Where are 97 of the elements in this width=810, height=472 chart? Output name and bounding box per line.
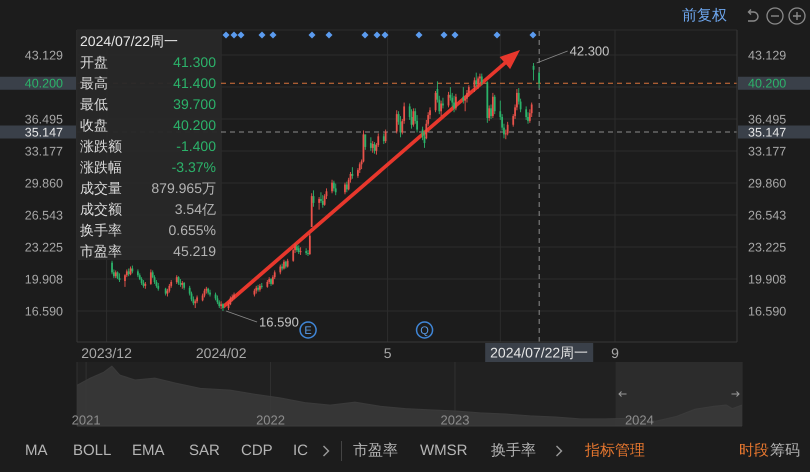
x-tick-label: 2021 bbox=[72, 412, 101, 428]
candlestick bbox=[479, 73, 481, 85]
text: 市盈率 bbox=[353, 441, 398, 461]
text: 筹码 bbox=[770, 441, 800, 461]
candlestick bbox=[455, 93, 457, 111]
ref-line-label: 40.200 bbox=[748, 76, 786, 91]
y-tick-label: 36.495 bbox=[24, 112, 64, 126]
candlestick bbox=[150, 269, 152, 286]
text: 换手率 bbox=[491, 441, 536, 461]
text: EMA bbox=[132, 441, 165, 461]
text: 40.200 bbox=[24, 76, 63, 91]
y2-tick-label: 23.225 bbox=[748, 240, 786, 254]
text: IC bbox=[293, 441, 308, 461]
y-tick-label: 33.177 bbox=[24, 144, 64, 158]
text: BOLL bbox=[73, 441, 112, 461]
x-tick-label: 5 bbox=[384, 344, 392, 361]
y-tick-label: 43.129 bbox=[24, 48, 64, 62]
candlestick bbox=[440, 100, 442, 117]
y-tick-label: 23.225 bbox=[24, 240, 64, 254]
candlestick bbox=[370, 136, 372, 152]
text: 前复权 bbox=[682, 6, 727, 26]
candlestick bbox=[331, 179, 333, 194]
x-tick-label: 2022 bbox=[256, 412, 285, 428]
annotation: -1.400 bbox=[176, 137, 216, 155]
y-tick-label: 16.590 bbox=[24, 304, 64, 318]
y2-tick-label: 36.495 bbox=[748, 112, 786, 126]
candlestick bbox=[320, 192, 322, 204]
candlestick bbox=[442, 97, 444, 109]
candlestick bbox=[532, 62, 534, 81]
annotation: 41.300 bbox=[173, 53, 216, 71]
candlestick bbox=[300, 246, 302, 256]
y2-tick-label: 19.908 bbox=[748, 272, 786, 286]
candlestick bbox=[473, 77, 476, 92]
annotation: 41.400 bbox=[173, 74, 216, 92]
candlestick bbox=[448, 91, 450, 108]
annotation: 3.54亿 bbox=[174, 200, 216, 218]
annotation: 39.700 bbox=[173, 95, 216, 113]
candlestick bbox=[111, 260, 113, 275]
x-tick-label: 9 bbox=[611, 344, 620, 361]
x-tick-label: 2024 bbox=[624, 412, 654, 428]
y-tick-label: 19.908 bbox=[24, 272, 64, 286]
y2-tick-label: 33.177 bbox=[748, 144, 786, 158]
y-tick-label: 29.860 bbox=[24, 176, 64, 190]
annotation: 最低 bbox=[80, 95, 108, 113]
candlestick bbox=[312, 190, 314, 208]
candlestick bbox=[332, 180, 335, 192]
text: CDP bbox=[241, 441, 273, 461]
candlestick bbox=[412, 108, 414, 128]
annotation: 成交量 bbox=[80, 179, 122, 197]
text: WMSR bbox=[420, 441, 468, 461]
candlestick bbox=[374, 142, 376, 154]
annotation: 成交额 bbox=[80, 200, 122, 218]
annotation: 最高 bbox=[80, 74, 108, 92]
y2-tick-label: 26.543 bbox=[748, 208, 786, 222]
text: 35.147 bbox=[24, 125, 63, 140]
annotation: 16.590 bbox=[259, 314, 299, 330]
text: SAR bbox=[189, 441, 220, 461]
annotation: E bbox=[304, 324, 312, 337]
candlestick bbox=[384, 129, 387, 144]
ref-line-label: 35.147 bbox=[748, 125, 786, 140]
y-tick-label: 26.543 bbox=[24, 208, 64, 222]
annotation: Q bbox=[420, 324, 430, 337]
candlestick bbox=[124, 274, 126, 288]
x-tick-label: 2023/12 bbox=[81, 344, 132, 361]
candlestick bbox=[492, 92, 494, 118]
annotation: 涨跌额 bbox=[80, 137, 122, 155]
annotation: 涨跌幅 bbox=[80, 158, 122, 176]
annotation: -3.37% bbox=[172, 158, 216, 176]
annotation: 45.219 bbox=[173, 242, 216, 260]
candlestick bbox=[283, 259, 285, 270]
candlestick bbox=[477, 76, 479, 90]
y2-tick-label: 43.129 bbox=[748, 48, 786, 62]
annotation: 收盘 bbox=[80, 116, 108, 134]
annotation: 开盘 bbox=[80, 53, 108, 71]
candlestick bbox=[453, 95, 455, 113]
candlestick bbox=[307, 250, 309, 256]
annotation: 市盈率 bbox=[80, 242, 122, 260]
text: 指标管理 bbox=[585, 441, 645, 461]
y2-tick-label: 29.860 bbox=[748, 176, 786, 190]
candlestick bbox=[434, 90, 436, 113]
candlestick bbox=[344, 182, 346, 195]
text: MA bbox=[25, 441, 48, 461]
annotation: 2024/07/22周一 bbox=[80, 32, 178, 50]
y2-tick-label: 16.590 bbox=[748, 304, 786, 318]
x-tick-label: 2024/02 bbox=[196, 344, 247, 361]
annotation: 换手率 bbox=[80, 221, 122, 239]
x-tick-label: 2023 bbox=[440, 412, 470, 428]
annotation: 40.200 bbox=[173, 116, 216, 134]
candlestick bbox=[318, 196, 320, 210]
candlestick bbox=[538, 71, 540, 89]
annotation: 42.300 bbox=[570, 44, 610, 59]
annotation: 879.965万 bbox=[151, 179, 216, 197]
candlestick bbox=[351, 166, 354, 180]
ref-line-label: 2024/07/22周一 bbox=[490, 344, 588, 360]
text: 时段 bbox=[739, 441, 769, 461]
candlestick bbox=[490, 104, 492, 120]
annotation: 0.655% bbox=[168, 221, 216, 239]
